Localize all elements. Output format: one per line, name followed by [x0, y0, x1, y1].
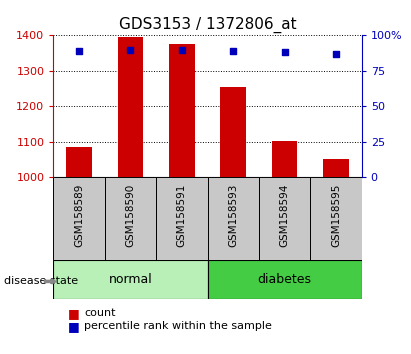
Point — [333, 51, 339, 57]
Text: GSM158589: GSM158589 — [74, 184, 84, 247]
Bar — [310, 177, 362, 260]
Bar — [53, 260, 208, 299]
Point — [178, 47, 185, 52]
Title: GDS3153 / 1372806_at: GDS3153 / 1372806_at — [119, 16, 296, 33]
Text: ■: ■ — [68, 307, 80, 320]
Text: GSM158591: GSM158591 — [177, 184, 187, 247]
Point — [230, 48, 237, 54]
Bar — [323, 159, 349, 177]
Bar — [53, 177, 105, 260]
Bar — [66, 147, 92, 177]
Text: normal: normal — [109, 273, 152, 286]
Point — [127, 47, 134, 52]
Text: GSM158595: GSM158595 — [331, 184, 341, 247]
Point — [281, 50, 288, 55]
Bar — [169, 44, 195, 177]
Bar — [105, 177, 156, 260]
Bar — [259, 177, 310, 260]
Point — [76, 48, 82, 54]
Bar — [208, 177, 259, 260]
Bar — [208, 260, 362, 299]
Text: GSM158590: GSM158590 — [125, 184, 136, 247]
Text: GSM158593: GSM158593 — [228, 184, 238, 247]
Text: ■: ■ — [68, 320, 80, 333]
Text: percentile rank within the sample: percentile rank within the sample — [84, 321, 272, 331]
Text: GSM158594: GSM158594 — [279, 184, 290, 247]
Bar — [220, 87, 246, 177]
Bar — [156, 177, 208, 260]
Bar — [272, 141, 298, 177]
Text: count: count — [84, 308, 116, 318]
Text: disease state: disease state — [4, 276, 78, 286]
Bar — [118, 37, 143, 177]
Text: diabetes: diabetes — [258, 273, 312, 286]
